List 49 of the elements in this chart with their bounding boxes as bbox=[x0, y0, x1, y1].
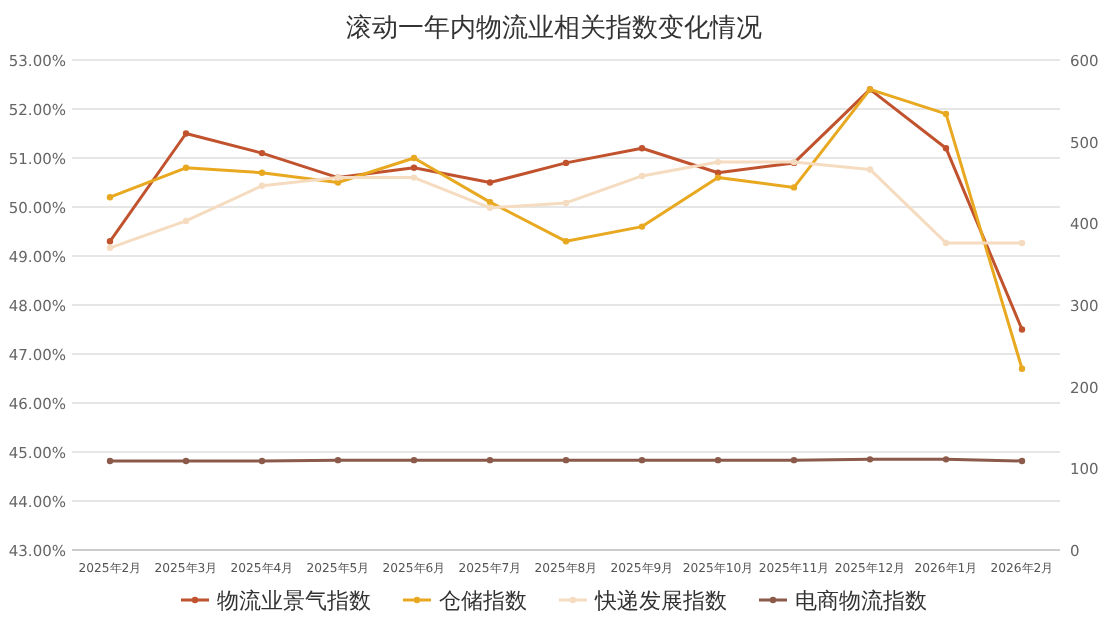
point bbox=[942, 456, 950, 463]
point bbox=[638, 456, 646, 464]
point bbox=[258, 149, 266, 157]
point bbox=[334, 456, 342, 464]
point bbox=[638, 223, 646, 230]
point bbox=[106, 244, 114, 252]
point bbox=[486, 179, 494, 186]
point bbox=[1018, 365, 1026, 372]
point bbox=[106, 457, 114, 465]
point bbox=[410, 456, 418, 464]
point bbox=[1018, 326, 1026, 333]
point bbox=[562, 199, 570, 207]
point bbox=[942, 110, 950, 118]
point bbox=[1018, 239, 1026, 247]
point bbox=[866, 166, 874, 173]
point bbox=[790, 184, 798, 191]
point bbox=[182, 457, 190, 465]
point bbox=[258, 182, 266, 189]
point bbox=[714, 174, 722, 181]
point bbox=[638, 145, 646, 152]
point bbox=[486, 198, 494, 206]
point bbox=[258, 457, 266, 465]
point bbox=[714, 456, 722, 464]
point bbox=[182, 217, 190, 225]
point bbox=[486, 456, 494, 464]
point bbox=[942, 145, 950, 152]
legend-label: 快递发展指数 bbox=[593, 588, 727, 614]
legend-label: 物流业景气指数 bbox=[217, 588, 371, 614]
point bbox=[942, 239, 950, 247]
point bbox=[182, 130, 190, 137]
point bbox=[258, 169, 266, 176]
legend-label: 电商物流指数 bbox=[795, 588, 927, 614]
point bbox=[410, 154, 418, 162]
point bbox=[182, 164, 190, 171]
point bbox=[714, 158, 722, 166]
point bbox=[562, 456, 570, 464]
point bbox=[562, 238, 570, 245]
point bbox=[1018, 457, 1026, 465]
point bbox=[410, 164, 418, 171]
point bbox=[486, 204, 494, 212]
point bbox=[562, 159, 570, 167]
point bbox=[790, 456, 798, 464]
chart-title: 滚动一年内物流业相关指数变化情况 bbox=[346, 12, 762, 44]
point bbox=[410, 174, 418, 181]
point bbox=[638, 172, 646, 180]
point bbox=[106, 194, 114, 201]
point bbox=[106, 238, 114, 245]
point bbox=[866, 456, 874, 463]
legend-label: 仓储指数 bbox=[439, 588, 527, 614]
